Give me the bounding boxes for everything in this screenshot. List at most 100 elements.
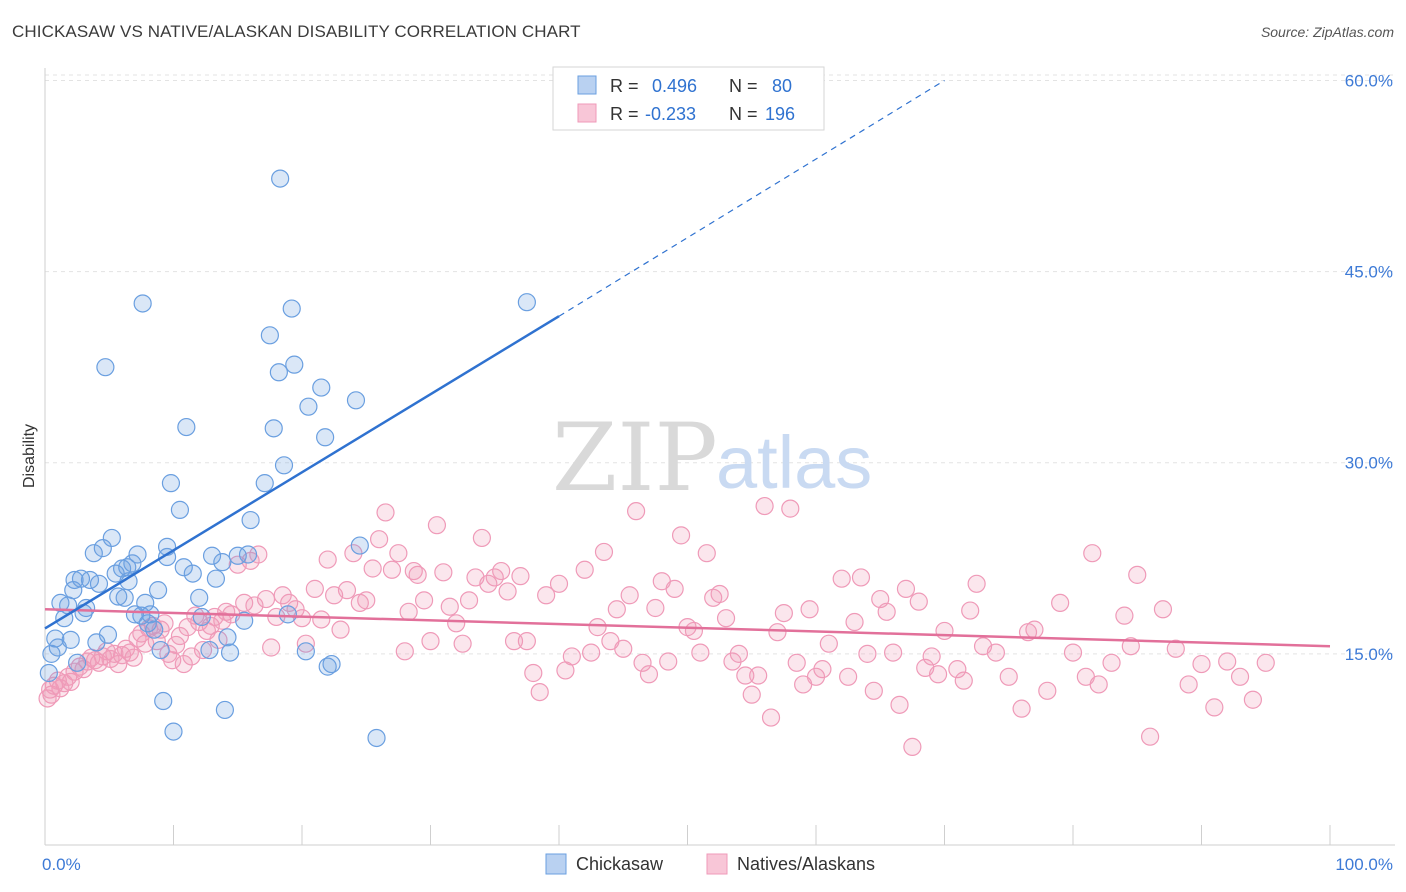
legend-n-value-2: 196 [765, 104, 795, 124]
natives-point [421, 632, 440, 651]
chickasaw-point [322, 654, 341, 674]
natives-point [639, 665, 659, 684]
chickasaw-point [148, 581, 168, 600]
natives-point [665, 579, 684, 598]
natives-point [839, 667, 858, 686]
natives-point [376, 503, 395, 522]
natives-point [256, 589, 276, 609]
natives-trendline [44, 608, 1331, 648]
chickasaw-point [269, 363, 288, 382]
natives-point [903, 737, 922, 756]
natives-point [633, 653, 652, 672]
chickasaw-point [93, 539, 112, 558]
natives-point [691, 643, 710, 662]
natives-point [749, 666, 768, 685]
natives-point [249, 545, 268, 564]
natives-point [986, 643, 1006, 662]
chickasaw-point [109, 587, 128, 606]
natives-point [1140, 727, 1160, 746]
axes [44, 68, 1395, 846]
natives-point [262, 638, 281, 657]
chickasaw-point [235, 611, 254, 630]
watermark: ZIP atlas [552, 404, 872, 513]
watermark-atlas: atlas [716, 421, 872, 504]
legend-r-value-2: -0.233 [645, 104, 696, 124]
y-tick-labels: 15.0% 30.0% 45.0% 60.0% [1345, 71, 1393, 663]
chart-title: CHICKASAW VS NATIVE/ALASKAN DISABILITY C… [12, 22, 581, 41]
natives-point [395, 642, 414, 661]
natives-point [245, 596, 264, 615]
chickasaw-point [241, 510, 260, 530]
chickasaw-point [177, 417, 196, 437]
natives-point [819, 634, 838, 653]
y-tick-label: 15.0% [1345, 645, 1393, 664]
legend-n-label-1: N = [729, 76, 758, 96]
natives-point [105, 644, 124, 663]
natives-point [147, 632, 166, 651]
chickasaw-point [183, 564, 202, 583]
legend: R = 0.496 N = 80 R = -0.233 N = 196 [552, 66, 825, 131]
chickasaw-point [213, 553, 232, 572]
natives-point [504, 632, 524, 651]
natives-point [292, 609, 312, 628]
natives-point [331, 620, 350, 639]
chickasaw-point [39, 663, 58, 683]
natives-point [781, 499, 800, 518]
chickasaw-point [215, 700, 234, 720]
natives-point [742, 685, 761, 704]
y-tick-label: 60.0% [1345, 71, 1393, 90]
chickasaw-point [274, 456, 294, 475]
natives-point [318, 550, 337, 569]
natives-point [928, 665, 948, 684]
natives-point [736, 666, 755, 685]
natives-point [922, 647, 941, 666]
natives-point [193, 640, 213, 660]
natives-point [337, 581, 357, 600]
chickasaw-point [218, 628, 237, 647]
chickasaw-point [346, 391, 366, 410]
chickasaw-point [98, 625, 118, 644]
natives-point [447, 614, 466, 633]
legend-swatch-natives [577, 103, 597, 123]
natives-point [575, 560, 594, 579]
chickasaw-point [255, 474, 274, 493]
natives-point [163, 651, 182, 670]
natives-point [1102, 653, 1121, 672]
natives-point [607, 600, 626, 619]
natives-point [459, 591, 479, 610]
natives-point [363, 559, 382, 578]
chickasaw-point [123, 554, 142, 573]
natives-point [414, 591, 434, 610]
y-tick-label: 45.0% [1345, 263, 1393, 282]
y-axis-label: Disability [21, 424, 38, 488]
natives-point [136, 634, 155, 653]
natives-point [472, 528, 491, 548]
natives-point [1051, 593, 1070, 613]
natives-point [896, 579, 916, 598]
chickasaw-point [238, 545, 258, 564]
natives-point [537, 586, 556, 605]
bottom-legend-chickasaw: Chickasaw [576, 854, 664, 874]
natives-point [774, 603, 793, 623]
chickasaw-point [296, 642, 315, 661]
natives-point [357, 591, 376, 610]
natives-point [909, 592, 928, 611]
natives-point [935, 621, 954, 641]
natives-point [883, 643, 903, 662]
natives-point [427, 516, 447, 535]
chickasaw-point [200, 640, 219, 660]
legend-n-label-2: N = [729, 104, 758, 124]
natives-point [1025, 620, 1044, 639]
chickasaw-trendline-extension [558, 79, 945, 317]
natives-point [684, 621, 704, 641]
natives-point [124, 648, 143, 667]
natives-point [408, 565, 427, 584]
natives-point [174, 654, 193, 674]
chickasaw-point [264, 419, 283, 438]
chickasaw-point [133, 294, 152, 313]
chickasaw-point [316, 428, 335, 447]
chickasaw-point [206, 569, 226, 588]
legend-r-value-1: 0.496 [652, 76, 697, 96]
natives-point [370, 530, 389, 549]
natives-point [399, 602, 418, 621]
